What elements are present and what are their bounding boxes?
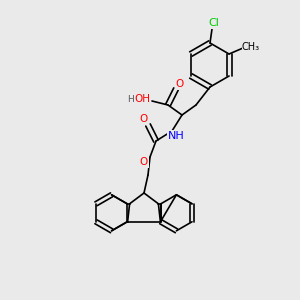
Text: CH₃: CH₃	[242, 42, 260, 52]
Text: O: O	[176, 79, 184, 89]
Text: NH: NH	[168, 131, 184, 141]
Text: Cl: Cl	[208, 18, 219, 28]
Text: H: H	[127, 94, 134, 103]
Text: O: O	[140, 114, 148, 124]
Text: OH: OH	[134, 94, 150, 104]
Text: O: O	[140, 157, 148, 167]
